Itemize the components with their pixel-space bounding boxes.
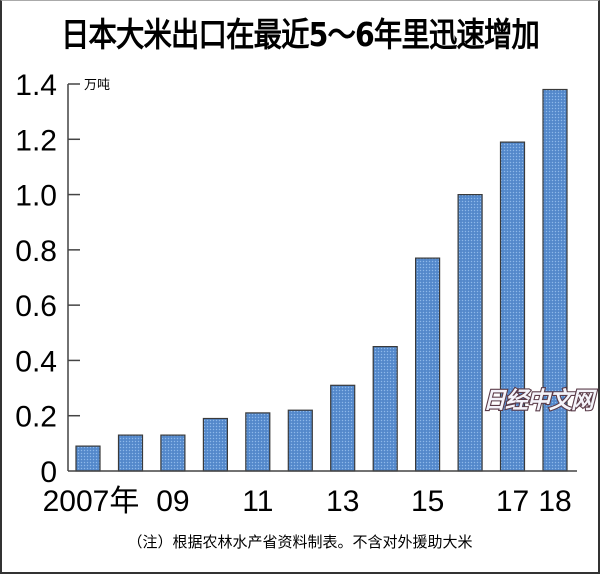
y-tick-label: 0.8 — [15, 235, 57, 268]
bar-2015 — [415, 257, 441, 472]
y-tick-label: 0.4 — [15, 345, 57, 378]
bar-2017 — [499, 141, 526, 472]
x-tick-label: 18 — [538, 485, 571, 518]
x-tick-label: 2007年 — [43, 485, 140, 518]
bar-2012 — [287, 409, 313, 472]
bar-2014 — [372, 346, 398, 472]
x-axis: 2007年 09 11 13 15 17 18 — [43, 470, 577, 518]
chart-title: 日本大米出口在最近5～6年里迅速增加 — [60, 15, 540, 54]
y-tick-label: 0.2 — [15, 401, 57, 434]
y-tick-label: 1.2 — [15, 124, 57, 157]
y-axis: 0 0.2 0.4 0.6 0.8 1.0 1.2 1.4 — [15, 69, 80, 489]
y-tick-label: 0.6 — [15, 290, 57, 323]
bar-2007 — [75, 445, 101, 472]
bar-2011 — [245, 412, 271, 472]
footnote: （注）根据农林水产省资料制表。不含对外援助大米 — [127, 533, 473, 551]
bar-2018 — [542, 88, 568, 472]
unit-label: 万吨 — [84, 78, 110, 93]
x-tick-label: 13 — [326, 485, 359, 518]
watermark: 日经中文网 — [483, 388, 598, 414]
y-tick-label: 1.4 — [15, 69, 57, 102]
x-tick-label: 11 — [242, 485, 273, 518]
bar-2009 — [160, 434, 186, 472]
x-tick-label: 09 — [156, 485, 189, 518]
x-tick-label: 15 — [411, 485, 444, 518]
bar-2008 — [117, 434, 144, 472]
x-tick-label: 17 — [496, 485, 529, 518]
y-tick-label: 0 — [40, 456, 57, 489]
bar-2010 — [202, 417, 228, 472]
bar-2016 — [457, 194, 483, 472]
bar-2013 — [330, 384, 356, 472]
y-tick-label: 1.0 — [15, 180, 57, 213]
